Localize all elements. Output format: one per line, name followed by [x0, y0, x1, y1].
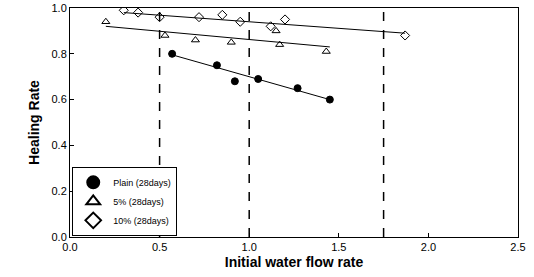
- svg-text:5% (28days): 5% (28days): [113, 197, 164, 207]
- svg-text:0.8: 0.8: [52, 48, 67, 60]
- svg-text:Healing Rate: Healing Rate: [26, 80, 42, 165]
- svg-text:Initial water flow rate: Initial water flow rate: [225, 254, 364, 270]
- svg-text:0.2: 0.2: [52, 185, 67, 197]
- svg-text:0.0: 0.0: [52, 231, 67, 243]
- svg-text:0.4: 0.4: [52, 139, 67, 151]
- svg-text:2.0: 2.0: [421, 241, 436, 253]
- svg-text:1.0: 1.0: [242, 241, 257, 253]
- svg-text:2.5: 2.5: [510, 241, 525, 253]
- svg-text:0.6: 0.6: [52, 93, 67, 105]
- svg-text:0.0: 0.0: [62, 241, 77, 253]
- svg-text:10% (28days): 10% (28days): [113, 216, 169, 226]
- svg-text:0.5: 0.5: [152, 241, 167, 253]
- svg-text:1.5: 1.5: [331, 241, 346, 253]
- svg-text:1.0: 1.0: [52, 2, 67, 14]
- svg-text:Plain (28days): Plain (28days): [113, 178, 171, 188]
